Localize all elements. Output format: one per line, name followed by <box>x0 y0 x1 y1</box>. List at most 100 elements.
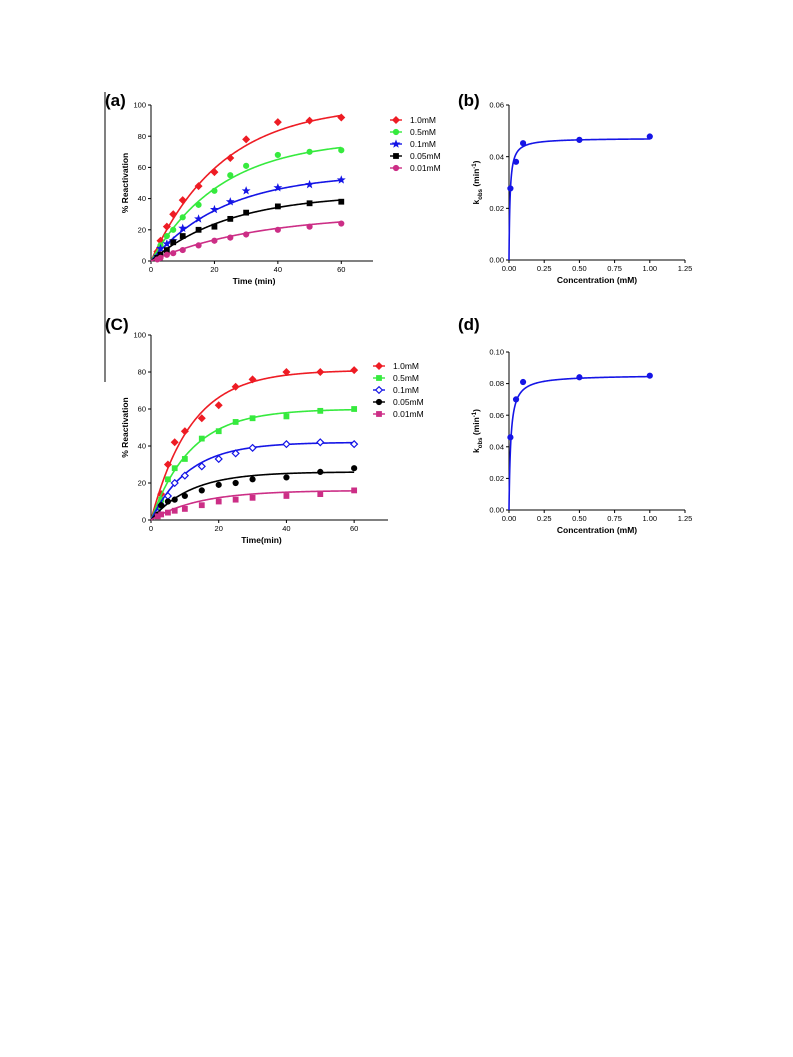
y-tick-label: 60 <box>138 163 146 172</box>
data-point <box>519 378 527 386</box>
y-tick-label: 0.00 <box>489 506 504 515</box>
y-tick-label: 20 <box>138 479 146 488</box>
data-point <box>351 487 358 494</box>
legend-marker <box>392 164 400 172</box>
y-axis-title-part: ) <box>471 409 481 412</box>
data-point <box>215 481 222 488</box>
y-tick-label: 80 <box>138 368 146 377</box>
data-point <box>317 407 324 414</box>
data-point <box>178 223 188 232</box>
y-tick-label: 0.04 <box>489 152 504 161</box>
legend-label: 0.01mM <box>410 163 441 173</box>
x-tick-label: 0.00 <box>502 264 517 273</box>
y-axis-title-part: (min <box>471 417 481 437</box>
x-tick-label: 0.25 <box>537 264 552 273</box>
data-point <box>209 204 219 214</box>
data-point <box>180 427 189 436</box>
legend-marker <box>393 153 399 159</box>
y-axis-title: kobs (min-1) <box>471 160 484 204</box>
data-point <box>273 118 282 127</box>
x-tick-label: 40 <box>282 524 290 533</box>
y-tick-label: 100 <box>133 101 146 110</box>
y-tick-label: 100 <box>133 331 146 340</box>
y-tick-label: 0.08 <box>489 379 504 388</box>
data-point <box>169 210 178 219</box>
data-point <box>227 172 234 179</box>
series-0.01mM <box>150 220 345 263</box>
legend-entry: 0.1mM <box>390 139 436 149</box>
data-point <box>507 434 514 441</box>
data-point <box>242 135 251 144</box>
data-point <box>179 246 186 254</box>
data-point <box>162 222 171 231</box>
data-point <box>181 492 188 500</box>
x-tick-label: 0.75 <box>607 514 622 523</box>
data-point <box>507 185 514 192</box>
data-point <box>163 232 170 240</box>
x-tick-label: 1.00 <box>642 514 657 523</box>
data-point <box>306 200 313 207</box>
data-point <box>519 140 527 147</box>
data-point <box>338 147 345 154</box>
data-point <box>338 220 345 227</box>
data-point <box>351 465 358 472</box>
data-point <box>306 223 313 230</box>
data-point <box>274 151 281 159</box>
data-point <box>178 196 187 205</box>
x-tick-label: 0.00 <box>502 514 517 523</box>
y-axis-title-part: k <box>471 448 481 453</box>
panel-label: (a) <box>105 91 126 110</box>
data-point <box>337 113 346 122</box>
panel-c: (C) 0 20 40 60 0 20 40 60 80 100 Time(min) % Reactiv… <box>105 315 424 545</box>
data-point <box>198 487 205 494</box>
panel-a: (a) 0 20 40 60 0 20 40 60 80 100 Time (min) % Reacti… <box>105 91 441 286</box>
data-point <box>274 203 281 210</box>
series-0.5mM <box>150 146 345 262</box>
legend-label: 0.05mM <box>410 151 441 161</box>
data-point <box>316 438 325 447</box>
data-point <box>210 168 219 177</box>
legend-entry: 0.01mM <box>373 409 424 419</box>
legend-marker <box>376 375 382 381</box>
legend-label: 0.5mM <box>393 373 419 383</box>
data-point <box>274 226 281 233</box>
panel-label: (C) <box>105 315 129 334</box>
x-tick-label: 20 <box>215 524 223 533</box>
legend-label: 1.0mM <box>393 361 419 371</box>
legend-label: 0.01mM <box>393 409 424 419</box>
legend-marker <box>391 139 401 148</box>
x-tick-label: 0 <box>149 265 153 274</box>
data-point <box>158 511 165 518</box>
data-point <box>194 182 203 191</box>
y-tick-label: 0 <box>142 257 146 266</box>
x-axis-title: Time(min) <box>241 535 282 545</box>
data-point <box>273 183 283 192</box>
y-tick-label: 40 <box>138 194 146 203</box>
x-tick-label: 60 <box>337 265 345 274</box>
data-point <box>248 443 257 452</box>
data-point <box>305 179 315 189</box>
data-point <box>171 496 178 503</box>
x-tick-label: 0.50 <box>572 514 587 523</box>
fit-curve <box>508 375 650 510</box>
data-point <box>283 493 290 499</box>
x-tick-label: 0.75 <box>607 264 622 273</box>
series-s0 <box>507 133 653 260</box>
data-point <box>349 440 359 449</box>
data-point <box>164 498 172 505</box>
legend-entry: 0.5mM <box>390 127 436 137</box>
legend-marker <box>374 385 384 395</box>
panel-label: (d) <box>458 315 480 334</box>
y-axis-title-part: ) <box>471 160 481 163</box>
data-point <box>170 478 179 488</box>
data-point <box>214 454 223 464</box>
data-point <box>181 506 188 512</box>
data-point <box>305 116 314 125</box>
y-tick-label: 0 <box>142 516 146 525</box>
data-point <box>170 239 177 246</box>
data-point <box>282 440 291 449</box>
data-point <box>243 209 250 216</box>
data-point <box>336 175 346 184</box>
data-point <box>157 254 164 261</box>
data-point <box>231 382 240 391</box>
